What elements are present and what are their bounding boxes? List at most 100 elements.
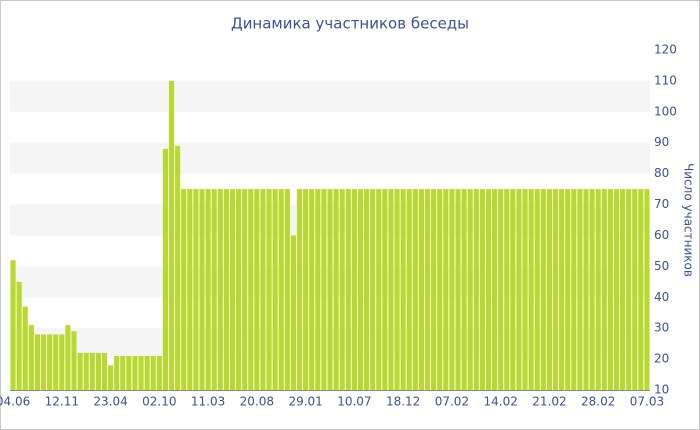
bar [89,352,95,390]
y-tick-label: 40 [654,290,669,304]
bar [492,189,498,390]
bar [272,189,278,390]
y-tick-label: 70 [654,197,669,211]
bar [95,352,101,390]
bar [284,189,290,390]
y-tick-label: 80 [654,166,669,180]
grid-band [10,80,650,112]
bar [47,334,53,390]
y-tick-label: 90 [654,135,669,149]
bar [339,189,345,390]
x-tick-label: 20.08 [240,395,274,409]
x-tick-label: 18.12 [386,395,420,409]
bar [589,189,595,390]
bar [248,189,254,390]
y-axis-title: Число участников [682,163,696,277]
bar [498,189,504,390]
bar [565,189,571,390]
bar [101,352,108,390]
bar [132,356,138,390]
bar [22,306,28,390]
bar [528,189,534,390]
bar [321,189,327,390]
bar [34,334,40,390]
bar [522,189,528,390]
bar [278,189,284,390]
bar [632,189,638,390]
x-tick-label: 14.02 [483,395,517,409]
y-tick-label: 60 [654,228,669,242]
grid-band [10,142,650,174]
bar [223,189,229,390]
bar [193,189,199,390]
bar [583,189,589,390]
bar [71,331,77,390]
bar [345,189,351,390]
bar [138,356,144,390]
bar [546,189,552,390]
y-tick-label: 100 [654,104,677,118]
bar [620,189,626,390]
y-tick-label: 30 [654,321,669,335]
bar [303,189,309,390]
bar [437,189,443,390]
x-tick-label: 21.02 [532,395,566,409]
bar [309,189,315,390]
x-tick-label: 11.03 [191,395,225,409]
bar [577,189,583,390]
bar [290,235,296,390]
bar [333,189,339,390]
y-tick-label: 20 [654,352,669,366]
bar [260,189,266,390]
bar [266,189,272,390]
bar [431,189,437,390]
bar [168,80,175,390]
bar [370,189,376,390]
bar [211,189,217,390]
bar [626,189,632,390]
bar [40,334,47,390]
bar [150,356,156,390]
bar [175,145,181,390]
y-tick-label: 50 [654,259,669,273]
x-tick-label: 02.10 [142,395,176,409]
bar [449,189,455,390]
bar [254,189,260,390]
bar [229,189,236,390]
bar [114,356,120,390]
bar [461,189,467,390]
bar [644,189,650,390]
y-tick-label: 10 [654,383,669,397]
bar [571,189,577,390]
y-tick-label: 120 [654,43,677,57]
bar [510,189,516,390]
bar [16,281,22,390]
bar [108,365,114,390]
bar [181,189,187,390]
bar [205,189,211,390]
bar [376,189,382,390]
bar [65,325,71,390]
bar [156,356,162,390]
bar [516,189,522,390]
bar [382,189,388,390]
x-tick-label: 12.11 [45,395,79,409]
bar [199,189,205,390]
bar [412,189,418,390]
bar [534,189,540,390]
bar [296,189,303,390]
bar [406,189,412,390]
bar [559,189,565,390]
bar [552,189,559,390]
bar [479,189,485,390]
bar [388,189,394,390]
bar [59,334,65,390]
bar [144,356,150,390]
chart-title: Динамика участников беседы [231,15,469,33]
bar [242,189,248,390]
bar [53,334,59,390]
bar [607,189,613,390]
bar [357,189,364,390]
bar [485,189,492,390]
